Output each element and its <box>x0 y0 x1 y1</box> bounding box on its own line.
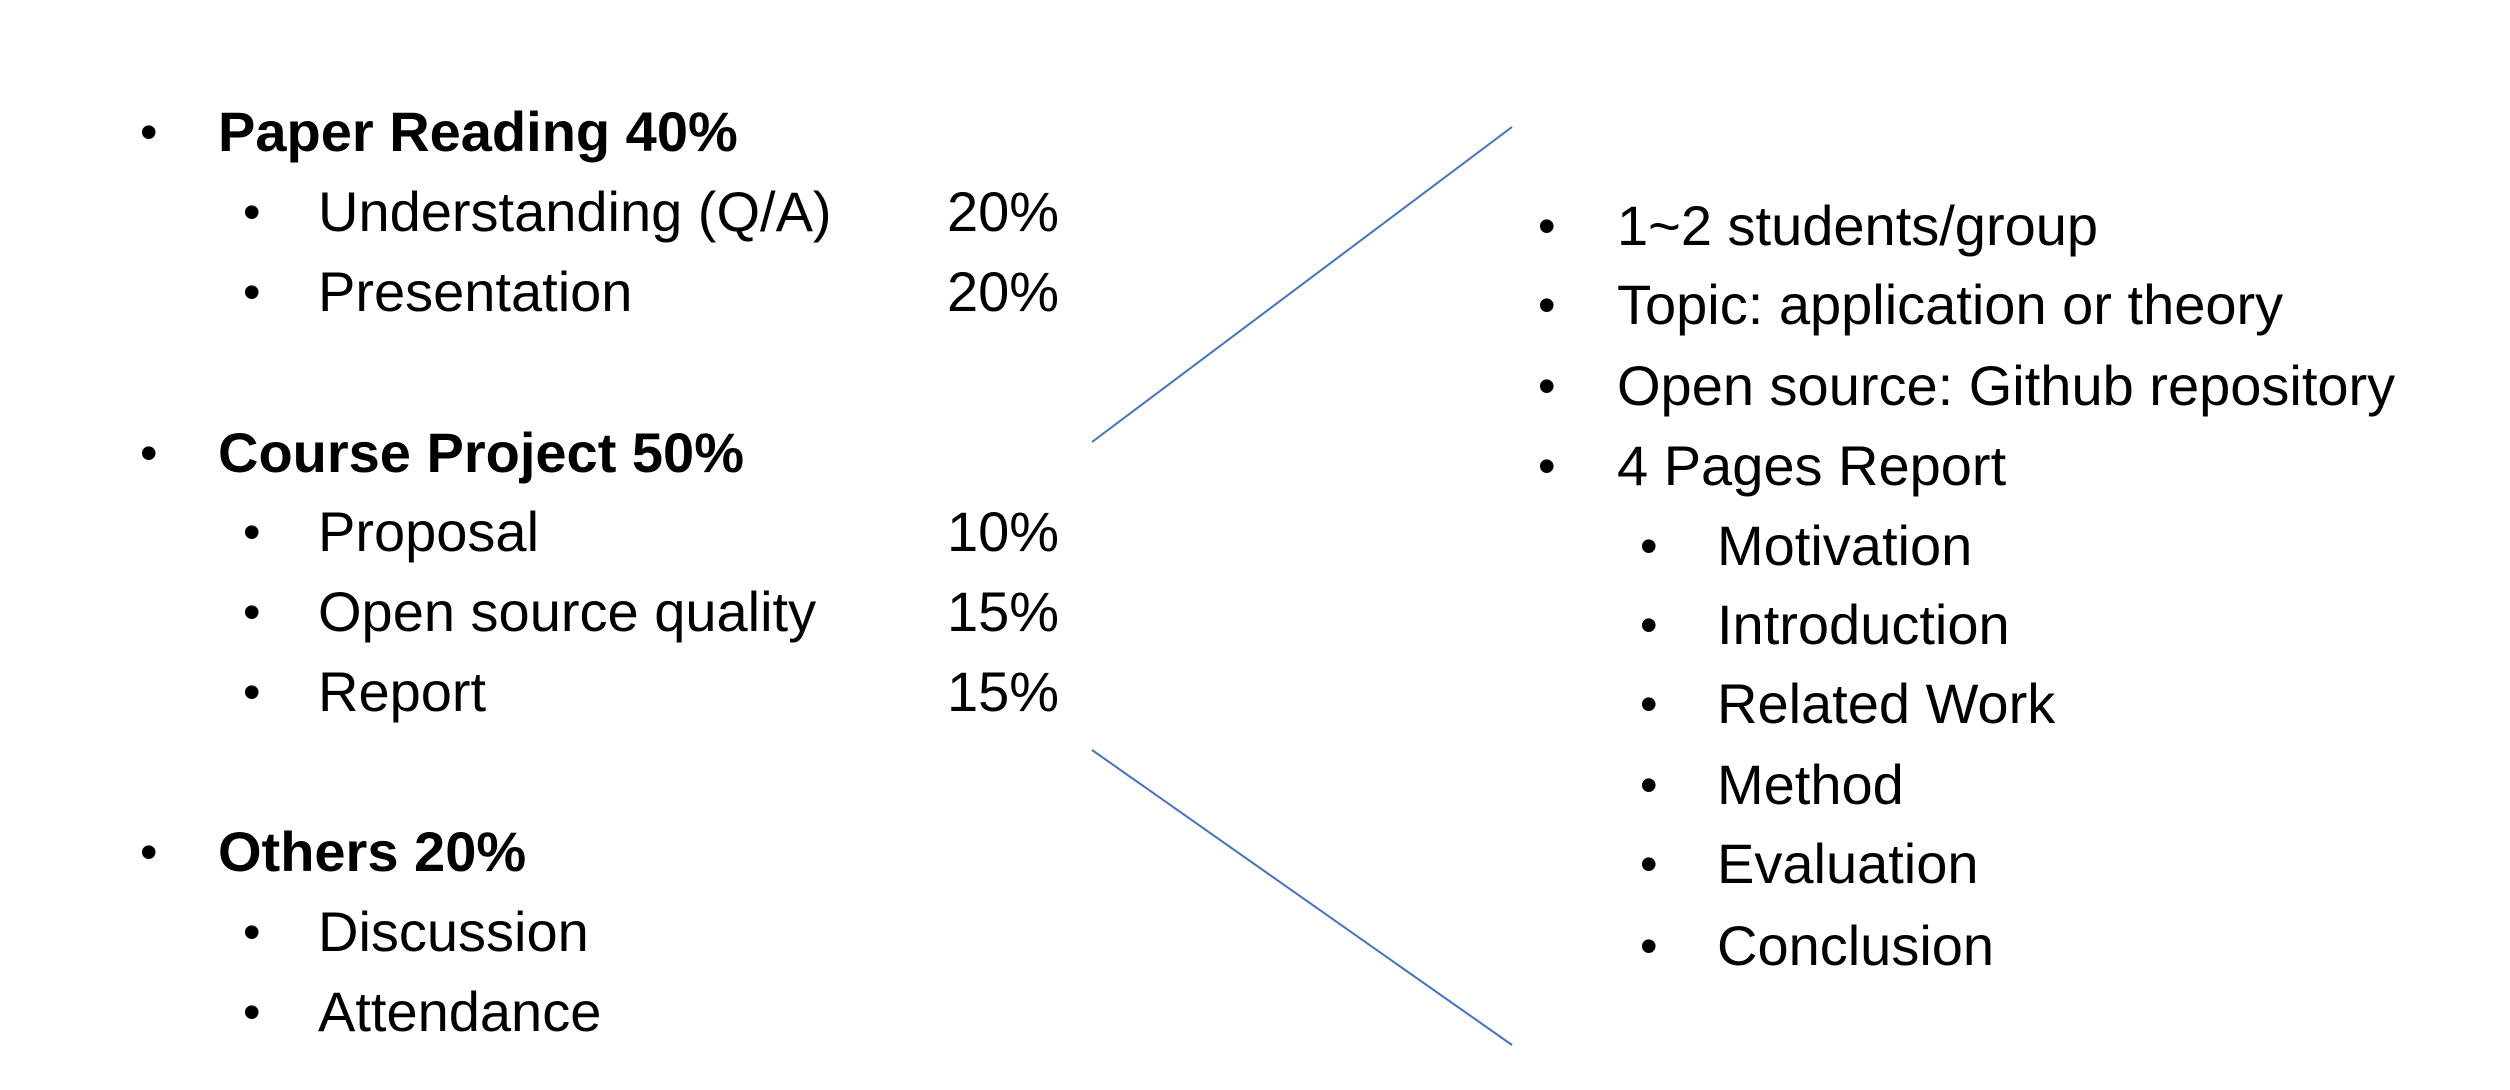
connector-line-top <box>1091 126 1513 443</box>
open-source-text: Open source: Github repository <box>1617 354 2396 417</box>
bullet-icon: • <box>1538 277 1556 333</box>
bullet-icon: • <box>140 824 158 880</box>
bullet-icon: • <box>243 504 261 560</box>
paper-reading-title: Paper Reading 40% <box>218 100 738 163</box>
bullet-icon: • <box>243 184 261 240</box>
understanding-percent: 20% <box>947 180 1060 243</box>
open-source-quality-label: Open source quality <box>318 580 817 643</box>
bullet-icon: • <box>1538 358 1556 414</box>
open-source-quality-percent: 15% <box>947 580 1060 643</box>
connector-line-bottom <box>1091 749 1513 1046</box>
topic-text: Topic: application or theory <box>1617 273 2284 336</box>
report-section-label: Introduction <box>1717 593 2010 656</box>
proposal-percent: 10% <box>947 500 1060 563</box>
bullet-icon: • <box>140 104 158 160</box>
report-section-label: Motivation <box>1717 514 1973 577</box>
bullet-icon: • <box>1538 438 1556 494</box>
discussion-label: Discussion <box>318 900 589 963</box>
report-label: Report <box>318 660 487 723</box>
proposal-label: Proposal <box>318 500 540 563</box>
report-section-label: Related Work <box>1717 672 2056 735</box>
presentation-percent: 20% <box>947 260 1060 323</box>
bullet-icon: • <box>243 664 261 720</box>
report-section-label: Method <box>1717 753 1904 816</box>
attendance-label: Attendance <box>318 980 602 1043</box>
bullet-icon: • <box>1640 757 1658 813</box>
bullet-icon: • <box>243 984 261 1040</box>
presentation-label: Presentation <box>318 260 633 323</box>
bullet-icon: • <box>243 264 261 320</box>
pages-report-text: 4 Pages Report <box>1617 434 2007 497</box>
report-section-label: Evaluation <box>1717 832 1979 895</box>
understanding-label: Understanding (Q/A) <box>318 180 832 243</box>
bullet-icon: • <box>1640 518 1658 574</box>
bullet-icon: • <box>1538 198 1556 254</box>
bullet-icon: • <box>1640 676 1658 732</box>
bullet-icon: • <box>1640 597 1658 653</box>
bullet-icon: • <box>243 584 261 640</box>
bullet-icon: • <box>140 425 158 481</box>
course-project-title: Course Project 50% <box>218 421 744 484</box>
group-size-text: 1~2 students/group <box>1617 194 2099 257</box>
bullet-icon: • <box>1640 918 1658 974</box>
bullet-icon: • <box>243 904 261 960</box>
report-section-label: Conclusion <box>1717 914 1995 977</box>
others-title: Others 20% <box>218 820 527 883</box>
report-percent: 15% <box>947 660 1060 723</box>
bullet-icon: • <box>1640 836 1658 892</box>
